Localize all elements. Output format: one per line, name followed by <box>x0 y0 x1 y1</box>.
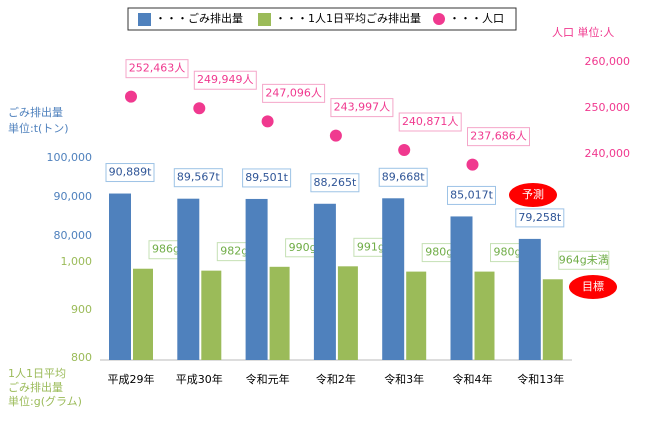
bar <box>133 268 153 360</box>
data-label: 240,871人 <box>402 115 459 128</box>
bar <box>382 198 405 360</box>
legend-label: ・・・ごみ排出量 <box>155 11 243 25</box>
bar <box>474 271 495 360</box>
y-axis-title: 単位:t(トン) <box>8 121 69 135</box>
data-label: 986g <box>152 243 180 256</box>
data-label: 89,501t <box>245 171 288 184</box>
legend-box <box>127 7 517 31</box>
data-label: 980g <box>425 246 453 259</box>
data-label-box <box>330 98 394 118</box>
y3-axis-title: 人口 単位:人 <box>552 25 614 39</box>
legend-marker <box>433 13 445 25</box>
bar <box>201 270 222 360</box>
y2-tick-label: 900 <box>71 303 92 316</box>
bar <box>337 266 358 360</box>
y2-axis-title: ごみ排出量 <box>8 380 63 394</box>
bar <box>245 198 268 360</box>
data-label-box <box>515 208 565 228</box>
y3-tick-label: 240,000 <box>585 147 631 160</box>
y2-tick-label: 1,000 <box>61 255 93 268</box>
data-label: 237,686人 <box>470 130 527 143</box>
data-label: 249,949人 <box>197 73 254 86</box>
point <box>125 90 137 103</box>
annotation: 目標 <box>582 279 604 293</box>
data-label-box <box>447 185 496 205</box>
point <box>261 115 274 128</box>
annotation-badge <box>569 275 617 299</box>
legend-marker <box>138 13 151 26</box>
point <box>398 143 411 156</box>
data-label-box <box>467 127 530 147</box>
x-tick-label: 令和2年 <box>316 372 356 386</box>
data-label: 964g未満 <box>559 253 609 266</box>
y-axis-title: ごみ排出量 <box>8 105 63 119</box>
data-label: 89,668t <box>382 170 425 183</box>
bar <box>542 279 563 360</box>
y-tick-label: 80,000 <box>54 229 93 242</box>
data-label: 88,265t <box>313 176 356 189</box>
x-tick-label: 令和13年 <box>517 372 564 386</box>
legend-label: ・・・1人1日平均ごみ排出量 <box>275 11 421 25</box>
data-label-box <box>193 70 257 90</box>
bar <box>406 271 427 360</box>
data-label: 79,258t <box>518 211 561 224</box>
bar <box>109 193 131 360</box>
x-tick-label: 平成30年 <box>176 372 223 386</box>
x-tick-label: 令和3年 <box>384 372 424 386</box>
data-label: 252,463人 <box>129 62 186 75</box>
bar <box>518 238 541 360</box>
data-label-box <box>558 250 610 270</box>
bar <box>313 203 336 360</box>
point <box>466 158 479 171</box>
data-label: 89,567t <box>177 171 220 184</box>
legend-label: ・・・人口 <box>449 12 504 25</box>
data-label: 990g <box>289 241 317 254</box>
data-label: 991g <box>357 240 385 253</box>
data-label: 247,096人 <box>265 86 322 99</box>
data-label: 980g <box>494 246 522 259</box>
y2-tick-label: 800 <box>71 351 92 364</box>
data-label: 90,889t <box>109 166 152 179</box>
y3-tick-label: 250,000 <box>585 101 631 114</box>
point <box>329 129 342 142</box>
bar <box>269 266 290 360</box>
data-label-box <box>242 168 292 188</box>
data-label: 243,997人 <box>334 101 391 114</box>
y3-tick-label: 260,000 <box>585 55 631 68</box>
x-tick-label: 平成29年 <box>108 372 155 386</box>
data-label-box <box>398 112 462 132</box>
y2-axis-title: 単位:g(グラム) <box>8 394 82 408</box>
data-label: 85,017t <box>450 188 493 201</box>
bar <box>177 198 200 360</box>
data-label-box <box>262 83 326 103</box>
data-label-box <box>310 173 360 193</box>
y-tick-label: 90,000 <box>54 190 93 203</box>
data-label-box <box>173 168 223 188</box>
x-tick-label: 令和4年 <box>453 372 493 386</box>
point <box>193 102 206 115</box>
data-label-box <box>105 163 155 183</box>
y-tick-label: 100,000 <box>47 151 93 164</box>
y2-axis-title: 1人1日平均 <box>8 367 66 380</box>
data-label: 982g <box>220 245 248 258</box>
bar <box>450 216 473 360</box>
data-label-box <box>125 59 189 79</box>
annotation-badge <box>509 183 557 207</box>
x-tick-label: 令和元年 <box>246 372 290 386</box>
annotation: 予測 <box>522 187 544 201</box>
data-label-box <box>378 167 428 187</box>
legend-marker <box>258 13 271 26</box>
